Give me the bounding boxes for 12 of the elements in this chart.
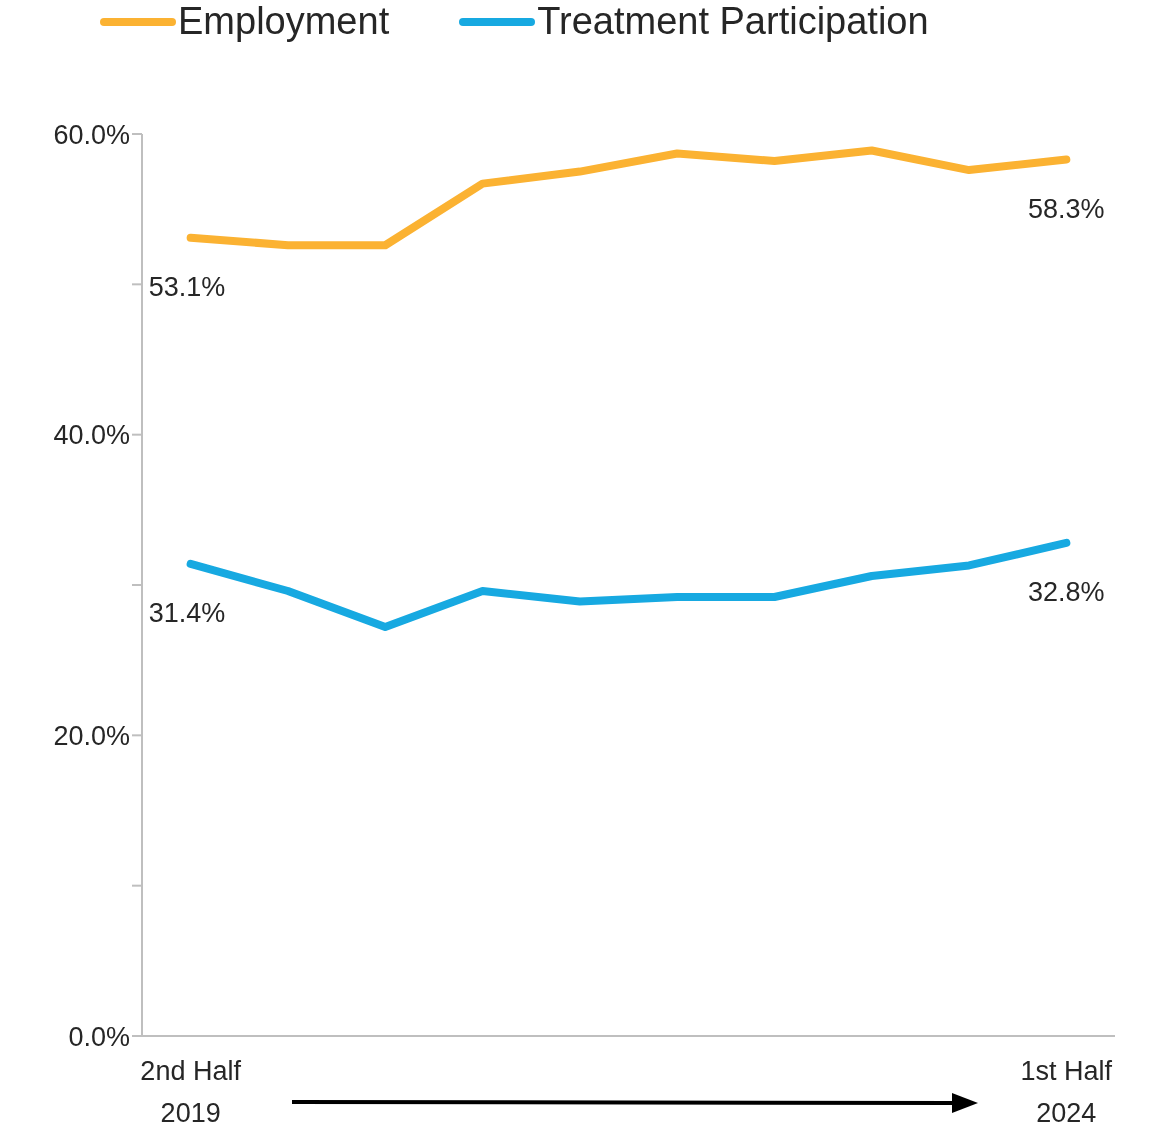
data-label: 32.8% <box>1028 576 1105 607</box>
legend-label: Employment <box>178 0 390 43</box>
y-tick-label: 20.0% <box>53 720 130 751</box>
y-tick-label: 60.0% <box>53 119 130 150</box>
x-tick-label: 2nd Half 2019 <box>140 1056 242 1128</box>
data-label: 31.4% <box>148 597 226 628</box>
data-label: 58.3% <box>1028 193 1105 224</box>
y-tick-label: 40.0% <box>53 420 130 451</box>
legend-label: Treatment Participation <box>537 0 929 43</box>
x-tick-label: 1st Half 2024 <box>1020 1056 1113 1128</box>
data-label: 53.1% <box>148 271 226 302</box>
y-tick-label: 0.0% <box>68 1021 130 1052</box>
